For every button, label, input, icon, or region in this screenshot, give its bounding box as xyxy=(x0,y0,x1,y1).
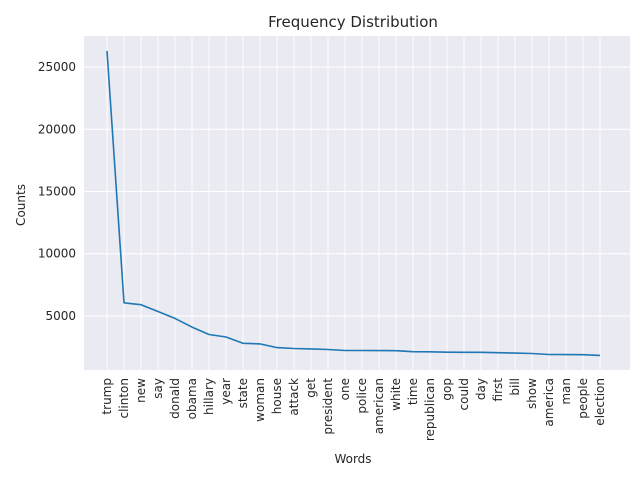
grid-layer xyxy=(84,36,630,370)
x-tick-label: show xyxy=(525,378,539,409)
x-tick-label: people xyxy=(576,378,590,419)
x-tick-label: man xyxy=(559,378,573,405)
x-tick-label: attack xyxy=(287,378,301,416)
y-tick-label: 10000 xyxy=(38,247,76,261)
chart-title: Frequency Distribution xyxy=(268,13,438,31)
x-tick-label: could xyxy=(457,378,471,411)
x-tick-label: state xyxy=(236,378,250,408)
series-layer xyxy=(106,50,601,357)
x-tick-label: day xyxy=(474,378,488,400)
x-tick-label: house xyxy=(270,378,284,414)
x-tick-label: time xyxy=(406,378,420,405)
x-tick-labels: trump clinton new say donald obama hillary year… xyxy=(100,378,607,441)
x-tick-label: white xyxy=(389,378,403,411)
x-tick-label: trump xyxy=(100,378,114,415)
x-tick-label: america xyxy=(542,378,556,427)
x-tick-label: new xyxy=(134,378,148,403)
x-tick-label: obama xyxy=(185,378,199,419)
x-tick-label: gop xyxy=(440,378,454,401)
x-tick-label: american xyxy=(372,378,386,434)
series-line xyxy=(106,50,601,357)
x-tick-label: clinton xyxy=(117,378,131,419)
x-tick-label: say xyxy=(151,378,165,399)
x-tick-label: get xyxy=(304,378,318,398)
plot-area xyxy=(84,36,630,370)
y-tick-label: 25000 xyxy=(38,60,76,74)
y-axis-label: Counts xyxy=(14,184,28,226)
x-tick-label: republican xyxy=(423,378,437,441)
x-tick-label: hillary xyxy=(202,378,216,415)
y-tick-label: 20000 xyxy=(38,122,76,136)
x-tick-label: first xyxy=(491,378,505,402)
y-tick-labels: 5000 10000 15000 20000 25000 xyxy=(38,60,76,323)
x-tick-label: president xyxy=(321,378,335,435)
y-tick-label: 5000 xyxy=(45,309,76,323)
x-tick-label: woman xyxy=(253,378,267,422)
x-tick-label: police xyxy=(355,378,369,414)
x-tick-label: year xyxy=(219,378,233,405)
x-tick-label: donald xyxy=(168,378,182,419)
x-tick-label: bill xyxy=(508,378,522,396)
x-tick-label: election xyxy=(593,378,607,426)
x-axis-label: Words xyxy=(334,452,371,466)
x-tick-label: one xyxy=(338,378,352,400)
y-tick-label: 15000 xyxy=(38,184,76,198)
